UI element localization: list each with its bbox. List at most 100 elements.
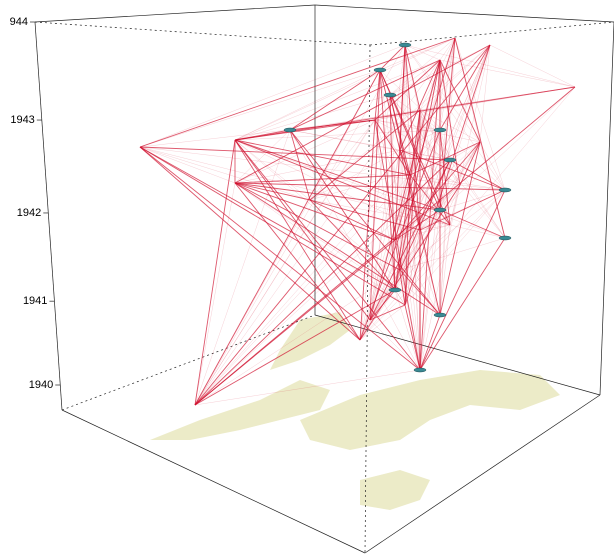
node-marker [498,235,512,241]
flow-line [309,149,401,201]
flow-line [454,37,506,191]
flow-line [234,94,391,141]
land-shape [300,370,560,450]
flow-line [234,139,411,176]
flow-line [439,44,491,131]
flow-line [379,37,456,71]
flow-line [234,182,311,201]
flow-line [234,182,441,316]
flow-line [194,199,311,406]
flow-line [234,139,506,239]
flow-line [369,59,441,321]
land-shape [150,380,330,440]
flow-line [359,129,441,341]
flow-line [374,119,481,143]
flow-line [309,44,491,201]
flow-line [289,129,441,316]
flow-line [399,149,411,176]
flows [139,37,576,406]
flow-line [234,149,401,184]
flow-line [194,289,396,406]
flow-line [419,44,491,111]
flow-line [399,59,441,151]
flow-line [459,141,481,186]
flow-line [404,174,411,306]
flow-line [194,159,451,406]
flow-line [374,119,421,371]
flow-line [359,304,406,341]
flow-line [234,119,376,184]
flow-line [234,139,441,211]
flow-line [234,139,421,371]
flow-line [449,159,506,191]
flow-line [389,59,441,96]
cube-edge [314,4,614,23]
flow-line [139,146,421,371]
flow-line [399,269,441,316]
flow-line [394,239,421,371]
flow-line [419,109,451,161]
flow-line [309,199,396,291]
node-marker [433,207,447,213]
flow-line [394,189,506,241]
node-marker [383,92,397,98]
flow-line [369,269,401,321]
flow-line [234,182,401,271]
flow-line [394,141,481,241]
flow-line [399,149,421,371]
flow-line [399,129,441,151]
flow-line [139,37,456,148]
flow-line [359,86,576,341]
flow-line [289,59,441,131]
flow-line [139,44,406,148]
flow-line [234,109,421,141]
flow-line [409,174,506,191]
flow-line [399,149,451,161]
flow-line [359,289,396,341]
flow-line [194,86,576,406]
flow-line [439,129,451,226]
flow-line [399,149,461,186]
flow-line [369,289,396,321]
flow-line [404,44,421,231]
flow-line [394,239,441,316]
flow-line [234,59,441,141]
flow-line [399,37,456,271]
land-shape [270,312,350,370]
flow-line [374,59,441,121]
flow-line [404,44,421,111]
flow-line [394,289,421,371]
flow-line [389,94,461,186]
flow-line [394,59,441,291]
flow-line [439,44,491,211]
flow-line [389,94,441,131]
flow-line [374,119,441,316]
flow-line [419,109,441,211]
flow-line [139,146,396,291]
flow-line [419,237,506,371]
node-marker [388,287,402,293]
flow-line [194,269,401,406]
flow-line [234,129,291,184]
flow-line [359,37,456,341]
flow-line [359,269,401,341]
flow-line [439,129,451,161]
flow-line [439,37,456,131]
flow-line [359,189,506,341]
flow-line [419,109,481,143]
flow-line [234,139,311,201]
flow-line [359,59,441,341]
flow-line [379,69,421,371]
flow-line [439,37,456,61]
flow-line [439,159,451,316]
flow-line [389,37,456,96]
flow-line [309,199,396,241]
flow-line [439,189,506,211]
flow-line [234,174,411,184]
flow-line [449,44,491,226]
flow-line [419,314,441,371]
flow-line [394,209,441,241]
flow-line [419,229,441,316]
flow-line [289,129,311,201]
